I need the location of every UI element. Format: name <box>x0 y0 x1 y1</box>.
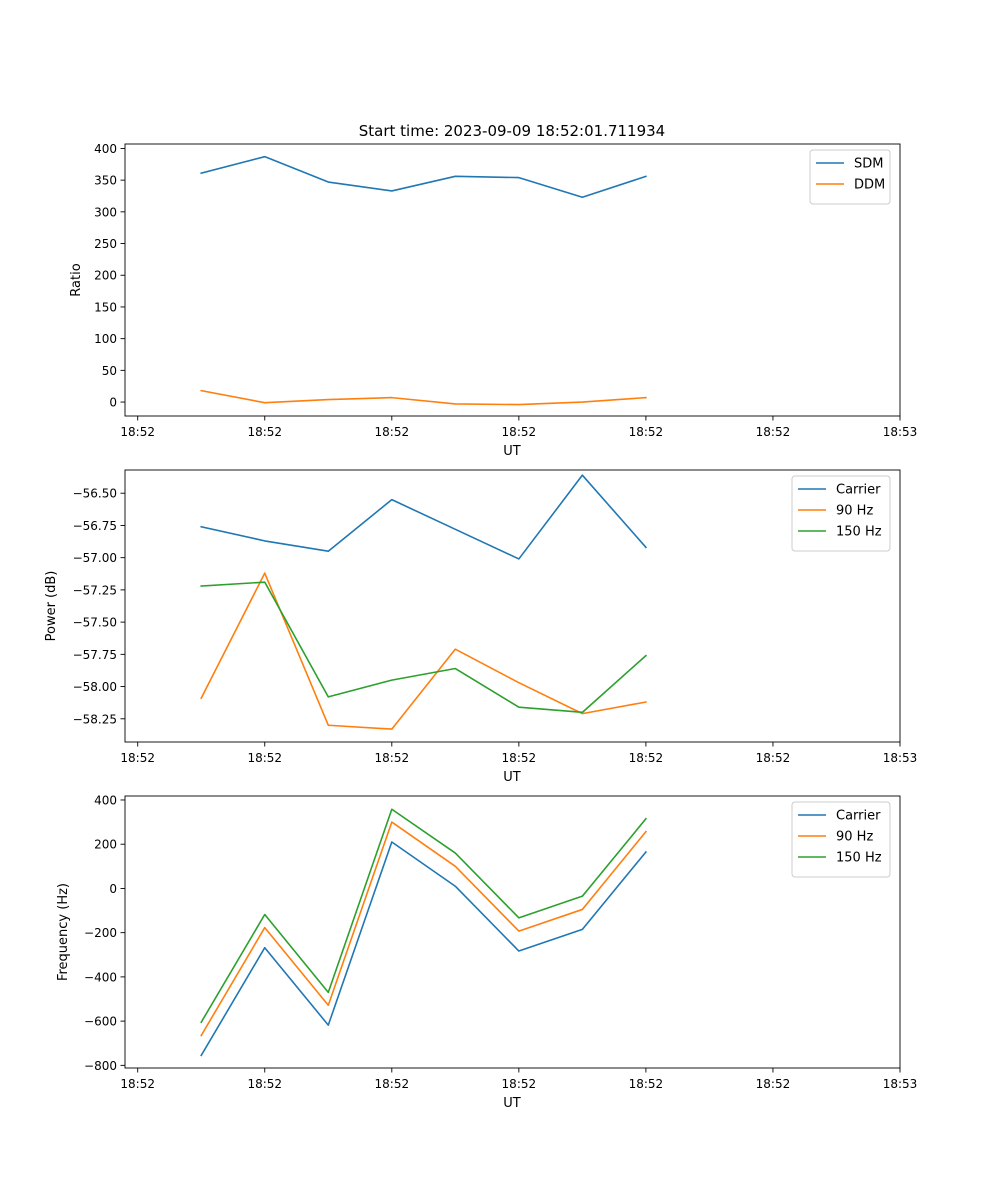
y-tick-label-1-9: 400 <box>94 142 117 156</box>
figure-title: Start time: 2023-09-09 18:52:01.711934 <box>359 122 665 140</box>
y-tick-label-3-7: 400 <box>94 793 117 807</box>
y-tick-label-2-7: −56.75 <box>73 519 117 533</box>
legend-label-3-3: 150 Hz <box>836 851 882 866</box>
x-tick-label-1-3: 18:52 <box>375 425 410 439</box>
subplot-3: 18:52 18:52 18:52 18:52 18:52 18:52 18:53 −800 −… <box>56 793 917 1111</box>
x-tick-label-3-1: 18:52 <box>120 1077 155 1091</box>
x-tick-label-2-7: 18:53 <box>883 751 918 765</box>
legend-box-2 <box>791 475 891 552</box>
subplot-1: 18:52 18:52 18:52 18:52 18:52 18:52 18:53 0 50 10… <box>69 142 917 459</box>
legend-label-2-3: 150 Hz <box>836 525 882 540</box>
y-tick-label-3-2: −600 <box>84 1015 117 1029</box>
y-tick-label-1-5: 200 <box>94 269 117 283</box>
x-tick-label-2-2: 18:52 <box>247 751 282 765</box>
legend-label-3-1: Carrier <box>836 809 881 824</box>
y-axis-label-2: Power (dB) <box>44 571 59 642</box>
x-tick-label-2-1: 18:52 <box>120 751 155 765</box>
y-tick-label-2-3: −57.75 <box>73 648 117 662</box>
series-line-3-3 <box>200 808 648 1024</box>
series-line-1-1 <box>200 155 647 199</box>
y-tick-label-2-4: −57.50 <box>73 616 117 630</box>
x-tick-label-2-5: 18:52 <box>629 751 664 765</box>
y-tick-label-1-8: 350 <box>94 174 117 188</box>
x-tick-label-1-6: 18:52 <box>756 425 791 439</box>
x-tick-label-1-4: 18:52 <box>502 425 537 439</box>
y-axis-label-3: Frequency (Hz) <box>56 883 71 981</box>
x-axis-label-3: UT <box>503 1096 521 1111</box>
y-tick-label-2-5: −57.25 <box>73 583 117 597</box>
series-line-2-1 <box>200 474 648 560</box>
axes-frame-1 <box>124 143 901 417</box>
y-tick-label-1-6: 250 <box>94 237 117 251</box>
x-tick-label-3-2: 18:52 <box>247 1077 282 1091</box>
x-axis-label-1: UT <box>503 444 521 459</box>
x-tick-label-3-3: 18:52 <box>375 1077 410 1091</box>
x-tick-label-3-5: 18:52 <box>629 1077 664 1091</box>
y-tick-label-1-2: 50 <box>102 364 117 378</box>
legend-label-1-1: SDM <box>854 157 883 172</box>
series-line-3-2 <box>200 821 648 1037</box>
y-tick-label-2-6: −57.00 <box>73 551 117 565</box>
y-tick-label-1-7: 300 <box>94 205 117 219</box>
axes-frame-2 <box>124 469 901 743</box>
axes-frame-3 <box>124 795 901 1069</box>
x-tick-label-1-7: 18:53 <box>883 425 918 439</box>
x-tick-label-1-5: 18:52 <box>629 425 664 439</box>
y-tick-label-1-1: 0 <box>109 396 117 410</box>
series-line-2-3 <box>200 581 648 714</box>
x-tick-label-3-4: 18:52 <box>502 1077 537 1091</box>
y-axis-label-1: Ratio <box>69 263 84 296</box>
y-tick-label-3-5: 0 <box>109 882 117 896</box>
x-tick-label-1-1: 18:52 <box>120 425 155 439</box>
legend-label-2-1: Carrier <box>836 483 881 498</box>
y-tick-label-1-4: 150 <box>94 300 117 314</box>
x-tick-label-2-4: 18:52 <box>502 751 537 765</box>
x-tick-label-2-6: 18:52 <box>756 751 791 765</box>
subplot-2: 18:52 18:52 18:52 18:52 18:52 18:52 18:53 −58.2… <box>44 469 918 785</box>
y-tick-label-3-3: −400 <box>84 970 117 984</box>
x-tick-label-1-2: 18:52 <box>247 425 282 439</box>
series-line-1-2 <box>200 389 647 406</box>
x-tick-label-3-6: 18:52 <box>756 1077 791 1091</box>
series-line-2-2 <box>200 572 647 730</box>
y-tick-label-2-2: −58.00 <box>73 680 117 694</box>
series-line-3-1 <box>200 841 648 1057</box>
y-tick-label-2-1: −58.25 <box>73 712 117 726</box>
y-tick-label-3-6: 200 <box>94 838 117 852</box>
y-tick-label-1-3: 100 <box>94 332 117 346</box>
x-tick-label-2-3: 18:52 <box>375 751 410 765</box>
legend-box-3 <box>791 801 891 878</box>
x-tick-label-3-7: 18:53 <box>883 1077 918 1091</box>
x-axis-label-2: UT <box>503 770 521 785</box>
y-tick-label-2-8: −56.50 <box>73 487 117 501</box>
legend-label-2-2: 90 Hz <box>836 504 873 519</box>
y-tick-label-3-4: −200 <box>84 926 117 940</box>
y-tick-label-3-1: −800 <box>84 1059 117 1073</box>
legend-label-3-2: 90 Hz <box>836 830 873 845</box>
legend-label-1-2: DDM <box>854 178 885 193</box>
